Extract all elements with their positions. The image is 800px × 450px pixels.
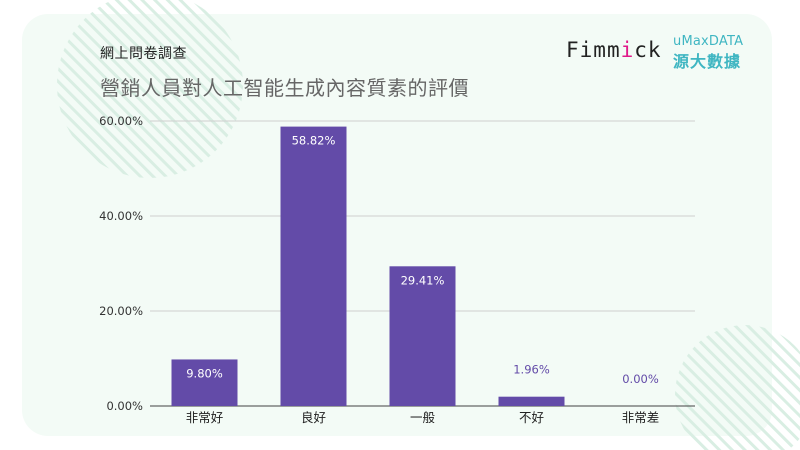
y-tick-label: 20.00% (99, 304, 143, 318)
umaxdata-logo-chinese: 源大數據 (673, 52, 742, 71)
y-tick-label: 60.00% (99, 114, 143, 128)
bar-value-label: 0.00% (622, 372, 659, 386)
fimmick-logo: Fimmick (566, 38, 662, 62)
bar-value-label: 58.82% (292, 134, 336, 148)
x-tick-label: 一般 (410, 410, 436, 425)
y-tick-label: 0.00% (106, 399, 143, 413)
x-tick-label: 非常差 (622, 410, 660, 425)
bottom-right-stripe-circle (675, 325, 800, 450)
bar (498, 396, 565, 406)
top-left-stripe-circle (57, 0, 243, 178)
umaxdata-logo: uMaxDATA (673, 34, 744, 49)
bar-value-label: 9.80% (186, 366, 223, 380)
bar (171, 359, 238, 406)
bar-value-label: 29.41% (401, 273, 445, 287)
bar (389, 266, 456, 406)
survey-label: 網上問卷調查 (100, 46, 187, 62)
x-tick-label: 不好 (519, 410, 544, 425)
bar-value-label: 1.96% (513, 363, 550, 377)
x-tick-label: 非常好 (186, 410, 224, 425)
chart-title: 營銷人員對人工智能生成內容質素的評價 (100, 76, 469, 100)
y-tick-label: 40.00% (99, 209, 143, 223)
x-tick-label: 良好 (301, 410, 326, 425)
bar (280, 126, 347, 406)
